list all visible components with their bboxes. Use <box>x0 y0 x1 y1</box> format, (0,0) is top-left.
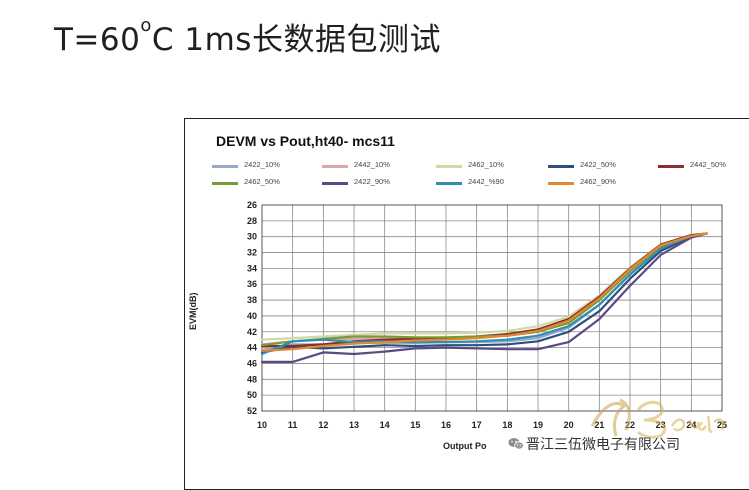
x-tick-label: 11 <box>288 420 298 430</box>
y-tick-label: 44 <box>247 343 257 353</box>
slide-title-prefix: T=60 <box>54 22 141 58</box>
legend-label: 2442_%90 <box>468 177 504 186</box>
y-tick-label: 42 <box>247 327 257 337</box>
legend-swatch <box>548 165 574 168</box>
x-tick-label: 12 <box>318 420 328 430</box>
y-tick-label: 34 <box>247 263 257 273</box>
legend-label: 2462_50% <box>244 177 280 186</box>
wechat-account-name: 晋江三伍微电子有限公司 <box>526 437 680 453</box>
x-tick-label: 25 <box>717 420 727 430</box>
legend-swatch <box>212 182 238 185</box>
y-axis-label: EVM(dB) <box>188 292 198 331</box>
y-tick-label: 46 <box>247 358 257 368</box>
y-tick-label: 32 <box>247 248 257 258</box>
legend-swatch <box>436 165 462 168</box>
legend-swatch <box>322 165 348 168</box>
y-tick-label: 52 <box>247 406 257 416</box>
chart-title: DEVM vs Pout,ht40- mcs11 <box>216 133 395 149</box>
series-line <box>260 232 708 352</box>
x-tick-label: 10 <box>257 420 267 430</box>
wechat-icon <box>508 438 524 450</box>
legend-swatch <box>548 182 574 185</box>
y-tick-label: 30 <box>247 232 257 242</box>
y-tick-label: 26 <box>247 200 257 210</box>
x-tick-label: 21 <box>594 420 604 430</box>
slide-title-suffix: C 1ms长数据包测试 <box>151 22 441 58</box>
legend-label: 2422_50% <box>580 160 616 169</box>
x-tick-label: 22 <box>625 420 635 430</box>
y-tick-label: 36 <box>247 279 257 289</box>
x-tick-label: 15 <box>410 420 420 430</box>
legend-swatch <box>322 182 348 185</box>
x-tick-label: 17 <box>472 420 482 430</box>
watermark-logo-graphic <box>590 398 725 439</box>
legend-label: 2462_90% <box>580 177 616 186</box>
x-tick-label: 18 <box>502 420 512 430</box>
x-tick-label: 20 <box>564 420 574 430</box>
y-tick-label: 40 <box>247 311 257 321</box>
legend-label: 2422_90% <box>354 177 390 186</box>
legend-label: 2462_10% <box>468 160 504 169</box>
legend-label: 2442_10% <box>354 160 390 169</box>
y-tick-label: 28 <box>247 216 257 226</box>
legend-swatch <box>658 165 684 168</box>
series-line <box>260 232 708 354</box>
plot-background <box>262 205 722 411</box>
slide-title-degree: o <box>140 15 152 36</box>
y-tick-label: 38 <box>247 295 257 305</box>
legend-swatch <box>436 182 462 185</box>
y-tick-label: 50 <box>247 390 257 400</box>
legend-label: 2442_50% <box>690 160 726 169</box>
x-axis-label: Output Po <box>443 441 487 451</box>
x-tick-label: 14 <box>380 420 390 430</box>
plot-border <box>261 204 723 412</box>
slide-title: T=60oC 1ms长数据包测试 <box>54 14 441 59</box>
series-line <box>260 232 708 363</box>
x-tick-label: 16 <box>441 420 451 430</box>
x-tick-label: 19 <box>533 420 543 430</box>
x-tick-label: 13 <box>349 420 359 430</box>
series-line <box>260 232 708 356</box>
legend-label: 2422_10% <box>244 160 280 169</box>
legend-swatch <box>212 165 238 168</box>
y-tick-label: 48 <box>247 374 257 384</box>
